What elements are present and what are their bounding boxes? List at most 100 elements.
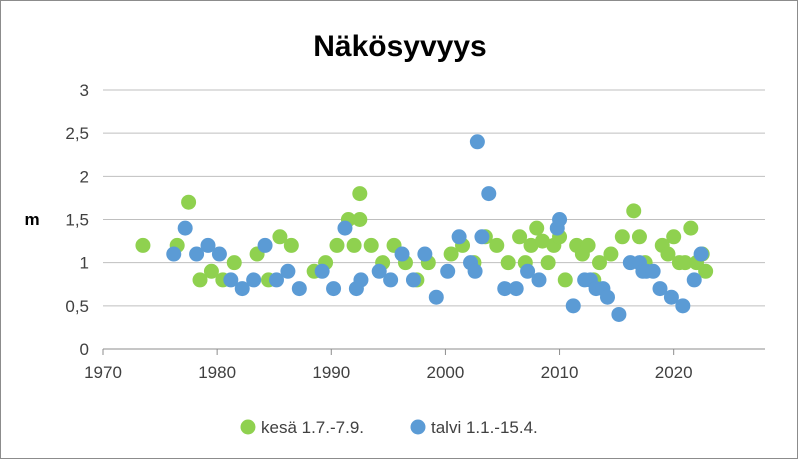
point-summer <box>272 229 288 245</box>
point-summer <box>489 237 505 253</box>
point-winter <box>371 263 387 279</box>
point-winter <box>440 263 456 279</box>
point-winter <box>223 272 239 288</box>
point-summer <box>135 237 151 253</box>
point-summer <box>283 237 299 253</box>
point-winter <box>405 272 421 288</box>
tick-labels: 0 0,5 1 1,5 2 2,5 3 1970 1980 1990 2000 2010 2020 <box>65 81 692 382</box>
point-winter <box>326 281 342 297</box>
point-winter <box>268 272 284 288</box>
x-tick-label: 1970 <box>84 363 122 382</box>
point-winter <box>280 263 296 279</box>
point-summer <box>363 237 379 253</box>
point-summer <box>352 186 368 202</box>
point-winter <box>645 263 661 279</box>
point-summer <box>592 255 607 271</box>
x-tick-label: 2020 <box>655 363 693 382</box>
point-summer <box>557 272 573 288</box>
data-points <box>135 134 714 322</box>
x-tick-label: 2010 <box>541 363 579 382</box>
point-summer <box>534 233 550 249</box>
gridlines <box>103 89 765 307</box>
point-winter <box>520 263 536 279</box>
x-tick-label: 1990 <box>312 363 350 382</box>
y-tick-label: 1 <box>80 254 89 273</box>
point-winter <box>417 246 433 262</box>
point-winter <box>552 212 568 227</box>
point-winter <box>394 246 410 262</box>
point-winter <box>531 272 547 288</box>
y-tick-label: 0 <box>80 340 89 359</box>
y-axis-label: m <box>24 210 39 229</box>
point-winter <box>474 229 490 245</box>
point-summer <box>580 237 596 253</box>
point-winter <box>189 246 205 262</box>
point-winter <box>481 186 497 202</box>
point-summer <box>698 263 714 279</box>
point-winter <box>599 289 615 305</box>
legend-marker <box>240 419 256 435</box>
point-summer <box>666 229 682 245</box>
point-winter <box>166 246 182 262</box>
point-summer <box>192 272 208 288</box>
point-summer <box>603 246 619 262</box>
point-winter <box>246 272 262 288</box>
point-summer <box>226 255 242 271</box>
point-winter <box>469 134 485 150</box>
point-summer <box>523 237 539 253</box>
point-winter <box>337 220 353 236</box>
point-winter <box>314 263 330 279</box>
point-summer <box>626 203 642 219</box>
point-summer <box>660 246 676 262</box>
x-tick-label: 1980 <box>198 363 236 382</box>
point-winter <box>675 298 691 314</box>
x-tick-label: 2000 <box>426 363 464 382</box>
point-winter <box>693 246 709 262</box>
axes <box>102 348 765 355</box>
point-winter <box>257 237 273 253</box>
legend-label: kesä 1.7.-7.9. <box>261 418 364 437</box>
point-winter <box>353 272 369 288</box>
point-winter <box>497 281 513 297</box>
point-winter <box>428 289 444 305</box>
point-summer <box>352 212 368 227</box>
point-winter <box>611 306 627 322</box>
point-winter <box>652 281 668 297</box>
point-summer <box>614 229 630 245</box>
point-summer <box>329 237 345 253</box>
point-summer <box>529 220 545 236</box>
point-summer <box>512 229 528 245</box>
point-winter <box>467 263 483 279</box>
point-winter <box>383 272 399 288</box>
point-summer <box>677 255 693 271</box>
point-winter <box>565 298 581 314</box>
legend-marker <box>410 419 426 435</box>
point-winter <box>663 289 679 305</box>
chart-title: Näkösyvyys <box>313 30 486 63</box>
point-winter <box>234 281 250 297</box>
legend: kesä 1.7.-7.9. talvi 1.1.-15.4. <box>240 418 538 437</box>
legend-label: talvi 1.1.-15.4. <box>431 418 538 437</box>
point-summer <box>346 237 362 253</box>
point-winter <box>211 246 227 262</box>
point-summer <box>181 194 197 210</box>
y-tick-label: 2 <box>80 167 89 186</box>
point-winter <box>508 281 524 297</box>
point-summer <box>631 229 647 245</box>
point-winter <box>686 272 702 288</box>
point-summer <box>500 255 516 271</box>
y-tick-label: 3 <box>80 81 89 100</box>
point-summer <box>203 263 219 279</box>
y-tick-label: 2,5 <box>65 124 89 143</box>
point-winter <box>177 220 193 236</box>
point-winter <box>291 281 307 297</box>
point-summer <box>443 246 459 262</box>
point-winter <box>200 237 216 253</box>
y-tick-label: 1,5 <box>65 211 89 230</box>
y-tick-label: 0,5 <box>65 297 89 316</box>
point-summer <box>683 220 699 236</box>
point-summer <box>540 255 556 271</box>
point-winter <box>451 229 467 245</box>
